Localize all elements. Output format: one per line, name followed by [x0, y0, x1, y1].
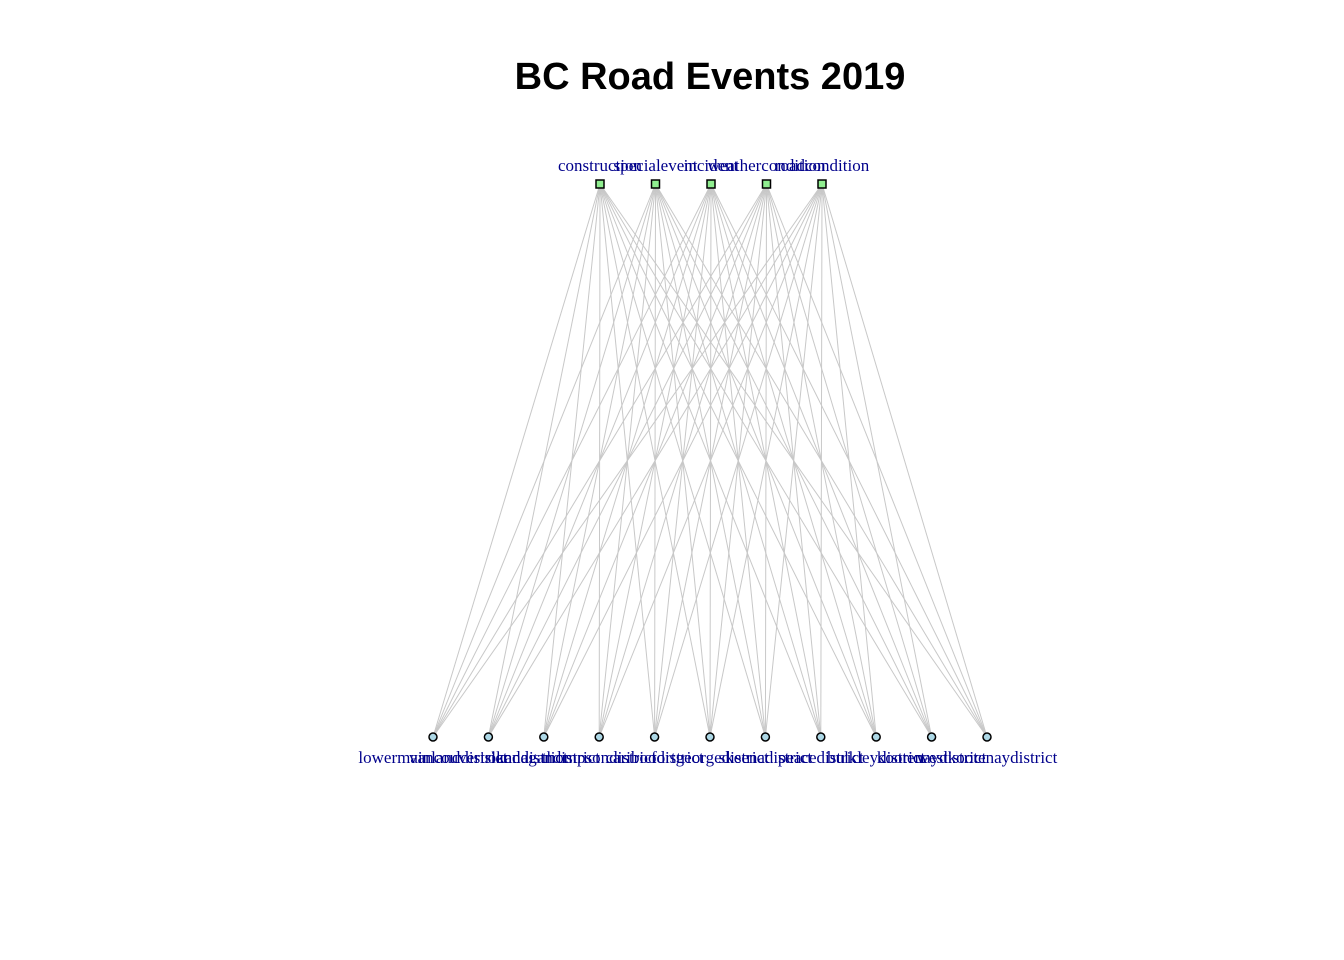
event-label-roadcondition: roadcondition	[775, 156, 870, 175]
district-node-vancouverislanddistrict	[483, 732, 494, 742]
district-label-kootenaydistrict: kootenaydistrict	[877, 748, 987, 767]
district-label-lowermainlanddistrict: lowermainlanddistrict	[358, 748, 507, 767]
district-node-bulkleydistrict	[871, 732, 881, 742]
edge-incident-lowermainlanddistrict	[432, 183, 712, 738]
district-label-peacedistrict: peacedistrict	[778, 748, 864, 767]
district-node-okanagandistrict	[539, 732, 549, 742]
edge-roadcondition-bulkleydistrict	[821, 183, 877, 738]
district-label-cariboodistrict: cariboodistrict	[605, 748, 703, 767]
edge-roadcondition-fortgeorgedistrict	[709, 183, 823, 738]
event-label-construction: construction	[558, 156, 643, 175]
edge-roadcondition-skeenadistrict	[764, 183, 823, 738]
edge-roadcondition-lowermainlanddistrict	[432, 183, 823, 738]
district-node-cariboodistrict	[649, 732, 660, 742]
district-label-okanagandistrict: okanagandistrict	[488, 748, 601, 767]
label-layer: constructionspecialeventincidentweatherc…	[358, 156, 1057, 767]
event-node-roadcondition	[817, 179, 827, 189]
district-label-bulkleydistrict: bulkleydistrict	[827, 748, 925, 767]
event-node-incident	[706, 179, 716, 189]
edge-roadcondition-vancouverislanddistrict	[487, 183, 823, 738]
district-label-westkootenaydistrict: westkootenaydistrict	[917, 748, 1058, 767]
district-label-fortgeorgedistrict: fortgeorgedistrict	[651, 748, 769, 767]
district-node-peacedistrict	[816, 732, 826, 742]
event-node-weathercondition	[761, 179, 772, 189]
district-label-thompsondistrict: thompsondistrict	[542, 748, 657, 767]
edge-roadcondition-okanagandistrict	[543, 183, 823, 738]
edge-roadcondition-cariboodistrict	[654, 183, 823, 738]
district-node-kootenaydistrict	[926, 732, 937, 742]
page-title: BC Road Events 2019	[514, 56, 906, 98]
district-node-westkootenaydistrict	[982, 732, 992, 742]
edge-construction-lowermainlanddistrict	[432, 183, 601, 738]
district-label-skeenadistrict: skeenadistrict	[719, 748, 813, 767]
edge-roadcondition-thompsondistrict	[598, 183, 823, 738]
district-node-fortgeorgedistrict	[705, 732, 715, 742]
event-node-specialevent	[650, 179, 661, 189]
edge-specialevent-lowermainlanddistrict	[432, 183, 656, 738]
event-node-construction	[595, 179, 605, 189]
district-node-thompsondistrict	[594, 732, 604, 742]
event-label-specialevent: specialevent	[613, 156, 697, 175]
event-label-weathercondition: weathercondition	[707, 156, 826, 175]
event-label-incident: incident	[684, 156, 739, 175]
edge-roadcondition-westkootenaydistrict	[821, 183, 988, 738]
district-node-lowermainlanddistrict	[428, 732, 438, 742]
edge-roadcondition-peacedistrict	[820, 183, 823, 738]
district-node-skeenadistrict	[760, 732, 771, 742]
node-layer	[428, 179, 992, 742]
district-label-vancouverislanddistrict: vancouverislanddistrict	[409, 748, 568, 767]
edge-weathercondition-lowermainlanddistrict	[432, 183, 767, 738]
edge-roadcondition-kootenaydistrict	[821, 183, 933, 738]
edge-layer	[432, 183, 988, 738]
